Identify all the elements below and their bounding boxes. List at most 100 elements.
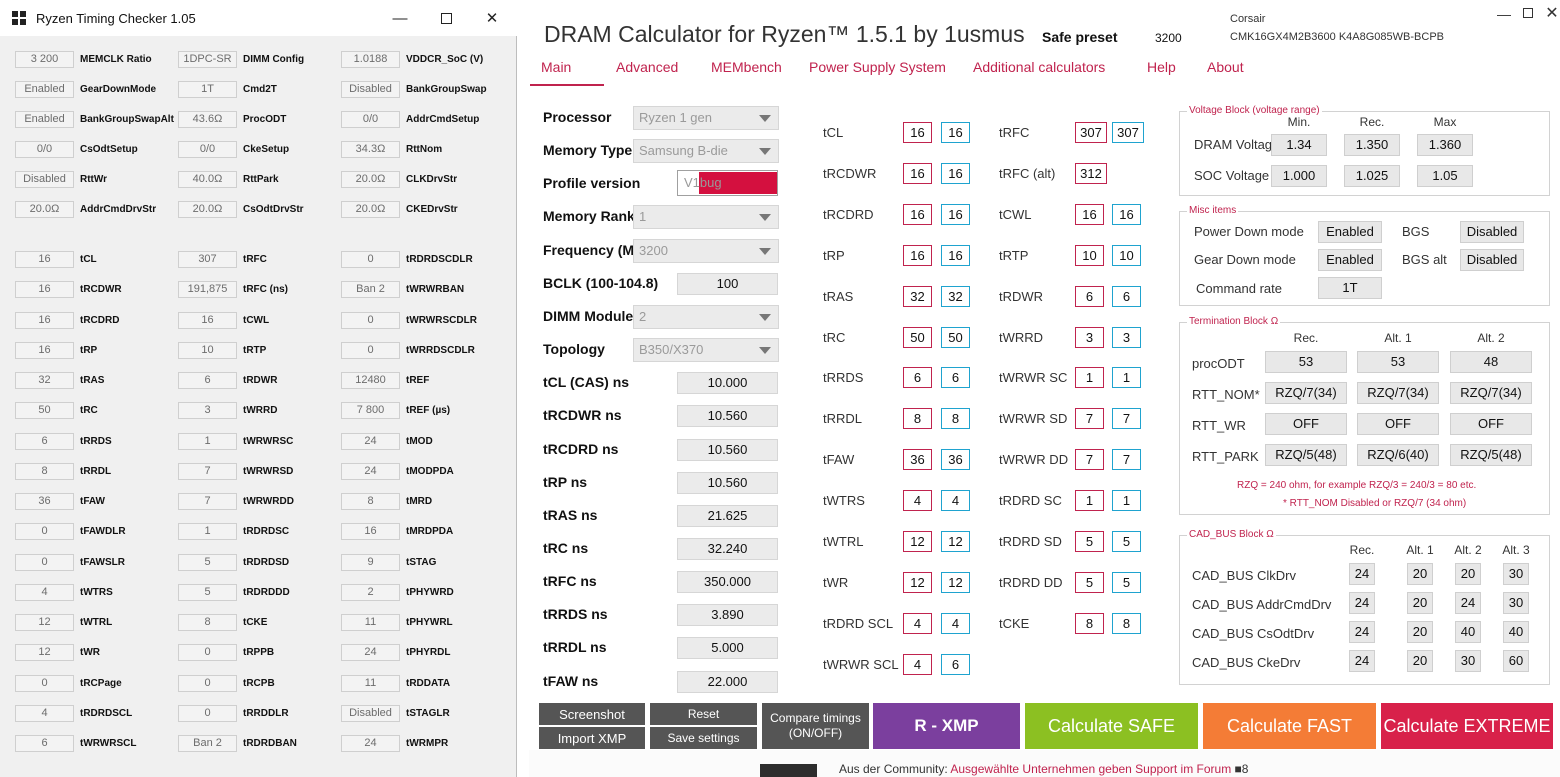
timing-secondary-trdrd-dd[interactable]: 5 bbox=[1112, 571, 1141, 593]
timing-primary-tfaw[interactable]: 36 bbox=[903, 449, 932, 471]
timing-secondary-trdrd-sd[interactable]: 5 bbox=[1112, 531, 1141, 552]
cad-value-cad-bus-csodtdrv-3: 40 bbox=[1503, 621, 1529, 643]
timing-primary-tcwl[interactable]: 16 bbox=[1075, 203, 1104, 225]
timing-secondary-trrdl[interactable]: 8 bbox=[941, 408, 970, 430]
timing-primary-trp[interactable]: 16 bbox=[903, 244, 932, 266]
timing-secondary-twrwr-scl[interactable]: 6 bbox=[941, 653, 970, 675]
timing-secondary-trdrd-sc[interactable]: 1 bbox=[1112, 490, 1141, 512]
timing-primary-trc[interactable]: 50 bbox=[903, 326, 932, 348]
value-trfc-ns: 350.000 bbox=[677, 571, 778, 594]
timing-primary-twrwr-dd[interactable]: 7 bbox=[1075, 449, 1104, 471]
timing-primary-twrwr-sd[interactable]: 7 bbox=[1075, 408, 1104, 430]
minimize-icon[interactable]: — bbox=[1497, 6, 1511, 22]
timing-secondary-trfc[interactable]: 307 bbox=[1112, 122, 1144, 143]
field-label-tfaw-ns: tFAW ns bbox=[543, 672, 599, 689]
field-label-memory-type: Memory Type bbox=[543, 142, 633, 159]
tab-main[interactable]: Main bbox=[541, 59, 572, 75]
timing-primary-twrwr-scl[interactable]: 4 bbox=[903, 653, 932, 675]
minimize-icon[interactable]: — bbox=[392, 9, 408, 27]
timing-primary-trfc-alt[interactable]: 312 bbox=[1075, 162, 1107, 184]
close-icon[interactable]: ✕ bbox=[1545, 5, 1559, 22]
timing-primary-twrrd[interactable]: 3 bbox=[1075, 326, 1104, 348]
cad-label-cad-bus-addrcmddrv: CAD_BUS AddrCmdDrv bbox=[1192, 597, 1332, 612]
timing-primary-trtp[interactable]: 10 bbox=[1075, 244, 1104, 266]
timing-secondary-twrwr-sd[interactable]: 7 bbox=[1112, 408, 1141, 430]
select-processor[interactable]: Ryzen 1 gen bbox=[633, 106, 779, 130]
timing-secondary-twrrd[interactable]: 3 bbox=[1112, 326, 1141, 348]
select-topology[interactable]: B350/X370 bbox=[633, 338, 779, 363]
timing-primary-twtrl[interactable]: 12 bbox=[903, 531, 932, 552]
timing-secondary-trcdrd[interactable]: 16 bbox=[941, 203, 970, 225]
close-icon[interactable]: ✕ bbox=[485, 10, 499, 27]
maximize-icon[interactable] bbox=[423, 0, 469, 36]
tab-power-supply-system[interactable]: Power Supply System bbox=[809, 59, 946, 75]
calculate-safe-button[interactable]: Calculate SAFE bbox=[1025, 703, 1198, 749]
timing-secondary-tcke[interactable]: 8 bbox=[1112, 612, 1141, 634]
timing-primary-tcl[interactable]: 16 bbox=[903, 122, 932, 143]
timing-secondary-twtrs[interactable]: 4 bbox=[941, 490, 970, 512]
timing-primary-trrds[interactable]: 6 bbox=[903, 367, 932, 389]
tab-about[interactable]: About bbox=[1207, 59, 1244, 75]
timing-secondary-trc[interactable]: 50 bbox=[941, 326, 970, 348]
save-settings-button[interactable]: Save settings bbox=[650, 727, 757, 749]
timing-primary-twtrs[interactable]: 4 bbox=[903, 490, 932, 512]
timing-primary-tras[interactable]: 32 bbox=[903, 285, 932, 307]
timing-secondary-trtp[interactable]: 10 bbox=[1112, 244, 1141, 266]
timing-secondary-tcl[interactable]: 16 bbox=[941, 122, 970, 143]
screenshot-button[interactable]: Screenshot bbox=[539, 703, 645, 725]
timing-primary-trdrd-dd[interactable]: 5 bbox=[1075, 571, 1104, 593]
timing-label-trcdwr: tRCDWR bbox=[823, 165, 877, 181]
tab-help[interactable]: Help bbox=[1147, 59, 1176, 75]
select-dimm-modules[interactable]: 2 bbox=[633, 304, 779, 329]
timing-secondary-twtrl[interactable]: 12 bbox=[941, 531, 970, 552]
timing-secondary-tras[interactable]: 32 bbox=[941, 285, 970, 307]
community-link[interactable]: Ausgewählte Unternehmen geben Support im… bbox=[950, 762, 1232, 776]
rtc-label-bankgroupswap: BankGroupSwap bbox=[406, 84, 487, 95]
select-memory-rank[interactable]: 1 bbox=[633, 205, 779, 230]
select-frequency-mt-s[interactable]: 3200 bbox=[633, 238, 779, 263]
timing-primary-twr[interactable]: 12 bbox=[903, 571, 932, 593]
import-xmp-button[interactable]: Import XMP bbox=[539, 727, 645, 749]
timing-secondary-twr[interactable]: 12 bbox=[941, 571, 970, 593]
timing-primary-trdrd-scl[interactable]: 4 bbox=[903, 612, 932, 634]
rtc-label-trfc-ns: tRFC (ns) bbox=[243, 284, 288, 296]
timing-primary-twrwr-sc[interactable]: 1 bbox=[1075, 367, 1104, 389]
timing-label-trp: tRP bbox=[823, 247, 845, 263]
timing-primary-tcke[interactable]: 8 bbox=[1075, 612, 1104, 634]
cad-value-cad-bus-addrcmddrv-2: 24 bbox=[1455, 592, 1481, 614]
timing-secondary-trcdwr[interactable]: 16 bbox=[941, 162, 970, 184]
r-xmp-button[interactable]: R - XMP bbox=[873, 703, 1020, 749]
compare-timings-button[interactable]: Compare timings (ON/OFF) bbox=[762, 703, 869, 749]
calculate-fast-button[interactable]: Calculate FAST bbox=[1203, 703, 1376, 749]
calculate-extreme-button[interactable]: Calculate EXTREME bbox=[1381, 703, 1553, 749]
field-label-trfc-ns: tRFC ns bbox=[543, 573, 597, 590]
timing-secondary-tfaw[interactable]: 36 bbox=[941, 449, 970, 471]
timing-secondary-trp[interactable]: 16 bbox=[941, 244, 970, 266]
background-page-strip bbox=[529, 750, 1560, 777]
cad-bus-block: CAD_BUS Block Ω bbox=[1179, 529, 1550, 685]
reset-button[interactable]: Reset bbox=[650, 703, 757, 725]
timing-secondary-trdwr[interactable]: 6 bbox=[1112, 285, 1141, 307]
tab-membench[interactable]: MEMbench bbox=[711, 59, 782, 75]
select-memory-type[interactable]: Samsung B-die bbox=[633, 139, 779, 164]
tab-additional-calculators[interactable]: Additional calculators bbox=[973, 59, 1106, 75]
timing-secondary-twrwr-sc[interactable]: 1 bbox=[1112, 367, 1141, 389]
timing-primary-trdrd-sc[interactable]: 1 bbox=[1075, 490, 1104, 512]
timing-primary-trcdwr[interactable]: 16 bbox=[903, 162, 932, 184]
chevron-down-icon bbox=[759, 313, 771, 321]
timing-secondary-twrwr-dd[interactable]: 7 bbox=[1112, 449, 1141, 471]
timing-primary-trrdl[interactable]: 8 bbox=[903, 408, 932, 430]
profile-version-input[interactable]: V1bug bbox=[677, 170, 778, 196]
timing-secondary-trrds[interactable]: 6 bbox=[941, 367, 970, 389]
timing-secondary-trdrd-scl[interactable]: 4 bbox=[941, 612, 970, 634]
tab-advanced[interactable]: Advanced bbox=[616, 59, 679, 75]
timing-primary-trfc[interactable]: 307 bbox=[1075, 122, 1107, 143]
timing-primary-trdrd-sd[interactable]: 5 bbox=[1075, 531, 1104, 552]
timing-primary-trdwr[interactable]: 6 bbox=[1075, 285, 1104, 307]
rtc-value-trc: 50 bbox=[15, 402, 74, 420]
rtc-label-memclk-ratio: MEMCLK Ratio bbox=[80, 54, 152, 65]
rtc-titlebar[interactable]: Ryzen Timing Checker 1.05 — ✕ bbox=[0, 0, 517, 36]
timing-primary-trcdrd[interactable]: 16 bbox=[903, 203, 932, 225]
maximize-icon[interactable] bbox=[1517, 4, 1539, 22]
timing-secondary-tcwl[interactable]: 16 bbox=[1112, 203, 1141, 225]
